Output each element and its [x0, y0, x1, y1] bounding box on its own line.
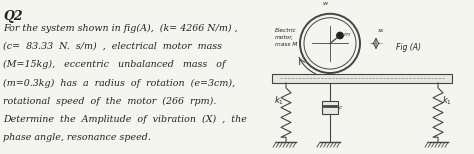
Text: rotational  speed  of  the  motor  (266  rpm).: rotational speed of the motor (266 rpm). — [3, 97, 216, 106]
Text: (M=15kg),   eccentric   unbalanced   mass   of: (M=15kg), eccentric unbalanced mass of — [3, 60, 226, 69]
Text: (c=  83.33  N.  s/m)  ,  electrical  motor  mass: (c= 83.33 N. s/m) , electrical motor mas… — [3, 42, 222, 51]
Text: phase angle, resonance speed.: phase angle, resonance speed. — [3, 133, 151, 142]
Text: (m=0.3kg)  has  a  radius  of  rotation  (e=3cm),: (m=0.3kg) has a radius of rotation (e=3c… — [3, 78, 235, 88]
Text: w: w — [322, 1, 328, 6]
Text: Q2: Q2 — [3, 10, 23, 23]
Text: Fig (A): Fig (A) — [396, 43, 421, 52]
Text: For the system shown in fig(A),  (k= 4266 N/m) ,: For the system shown in fig(A), (k= 4266… — [3, 24, 237, 33]
Text: $k_1$: $k_1$ — [442, 94, 452, 107]
Text: m: m — [344, 32, 350, 37]
Text: x₀: x₀ — [377, 28, 383, 33]
Bar — [272, 74, 452, 83]
Circle shape — [337, 32, 343, 39]
Text: $k_1$: $k_1$ — [274, 94, 284, 107]
Text: c: c — [339, 105, 342, 110]
Text: Electric
motor,
mass M: Electric motor, mass M — [275, 28, 297, 47]
Bar — [322, 101, 338, 114]
Text: Determine  the  Amplitude  of  vibration  (X)  ,  the: Determine the Amplitude of vibration (X)… — [3, 115, 247, 124]
